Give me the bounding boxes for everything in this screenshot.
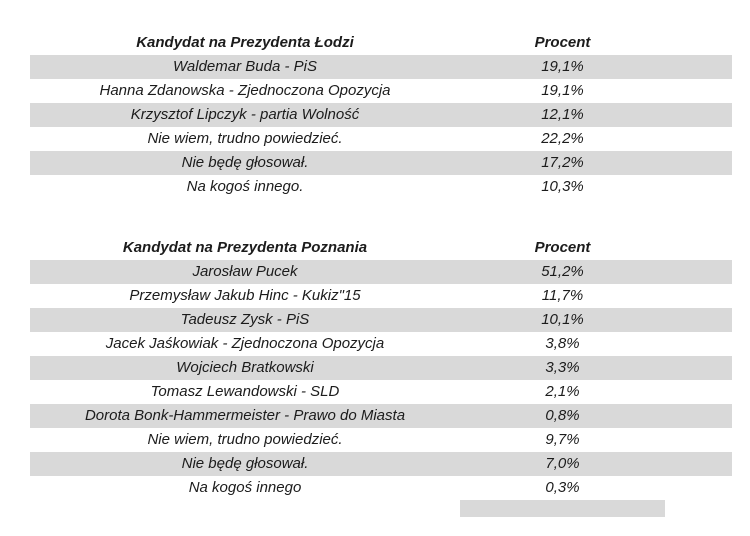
table-row: Hanna Zdanowska - Zjednoczona Opozycja 1… <box>30 79 732 103</box>
candidate-cell: Nie będę głosował. <box>181 154 309 171</box>
table-row: Nie będę głosował. 17,2% <box>30 151 732 175</box>
candidate-cell: Wojciech Bratkowski <box>176 359 314 376</box>
table-row: Na kogoś innego. 10,3% <box>30 175 732 199</box>
percent-cell: 17,2% <box>541 154 584 171</box>
candidate-cell: Tomasz Lewandowski - SLD <box>150 383 340 400</box>
table-row: Przemysław Jakub Hinc - Kukiz"15 11,7% <box>30 284 732 308</box>
table-row: Wojciech Bratkowski 3,3% <box>30 356 732 380</box>
candidate-cell: Na kogoś innego. <box>186 178 304 195</box>
candidate-cell: Dorota Bonk-Hammermeister - Prawo do Mia… <box>84 407 406 424</box>
percent-cell: 11,7% <box>541 287 584 304</box>
table-row: Na kogoś innego 0,3% <box>30 476 732 500</box>
percent-cell: 2,1% <box>545 383 580 400</box>
candidate-cell: Jarosław Pucek <box>192 263 298 280</box>
table-row: Krzysztof Lipczyk - partia Wolność 12,1% <box>30 103 732 127</box>
candidate-cell: Hanna Zdanowska - Zjednoczona Opozycja <box>99 82 391 99</box>
table-row: Waldemar Buda - PiS 19,1% <box>30 55 732 79</box>
candidate-cell: Nie będę głosował. <box>181 455 309 472</box>
percent-cell: 7,0% <box>545 455 580 472</box>
poll-table-lodz: Kandydat na Prezydenta Łodzi Procent Wal… <box>30 31 732 199</box>
candidate-cell: Nie wiem, trudno powiedzieć. <box>147 431 343 448</box>
percent-column-header: Procent <box>534 34 591 51</box>
candidate-cell: Tadeusz Zysk - PiS <box>180 311 310 328</box>
table-header-row: Kandydat na Prezydenta Poznania Procent <box>30 236 732 260</box>
percent-cell: 22,2% <box>541 130 584 147</box>
candidate-cell: Nie wiem, trudno powiedzieć. <box>147 130 343 147</box>
percent-cell: 10,3% <box>541 178 584 195</box>
table-row: Nie wiem, trudno powiedzieć. 9,7% <box>30 428 732 452</box>
percent-cell: 3,3% <box>545 359 580 376</box>
table-row: Tadeusz Zysk - PiS 10,1% <box>30 308 732 332</box>
table-row: Nie wiem, trudno powiedzieć. 22,2% <box>30 127 732 151</box>
percent-cell: 51,2% <box>541 263 584 280</box>
table-header-row: Kandydat na Prezydenta Łodzi Procent <box>30 31 732 55</box>
candidate-cell: Krzysztof Lipczyk - partia Wolność <box>130 106 360 123</box>
percent-cell: 0,8% <box>545 407 580 424</box>
table-row: Dorota Bonk-Hammermeister - Prawo do Mia… <box>30 404 732 428</box>
percent-cell: 19,1% <box>541 82 584 99</box>
candidate-cell: Jacek Jaśkowiak - Zjednoczona Opozycja <box>105 335 385 352</box>
percent-column-header: Procent <box>534 239 591 256</box>
candidate-column-header: Kandydat na Prezydenta Łodzi <box>136 34 354 51</box>
percent-cell: 19,1% <box>541 58 584 75</box>
candidate-cell: Na kogoś innego <box>188 479 302 496</box>
table-row: Nie będę głosował. 7,0% <box>30 452 732 476</box>
empty-shaded-cell <box>460 500 665 517</box>
candidate-cell: Przemysław Jakub Hinc - Kukiz"15 <box>129 287 361 304</box>
percent-cell: 12,1% <box>541 106 584 123</box>
candidate-cell: Waldemar Buda - PiS <box>173 58 317 75</box>
percent-cell: 3,8% <box>545 335 580 352</box>
percent-cell: 10,1% <box>541 311 584 328</box>
poll-table-poznan: Kandydat na Prezydenta Poznania Procent … <box>30 236 732 500</box>
candidate-column-header: Kandydat na Prezydenta Poznania <box>122 239 368 256</box>
table-row: Jacek Jaśkowiak - Zjednoczona Opozycja 3… <box>30 332 732 356</box>
table-row: Jarosław Pucek 51,2% <box>30 260 732 284</box>
percent-cell: 9,7% <box>545 431 580 448</box>
table-row: Tomasz Lewandowski - SLD 2,1% <box>30 380 732 404</box>
percent-cell: 0,3% <box>545 479 580 496</box>
